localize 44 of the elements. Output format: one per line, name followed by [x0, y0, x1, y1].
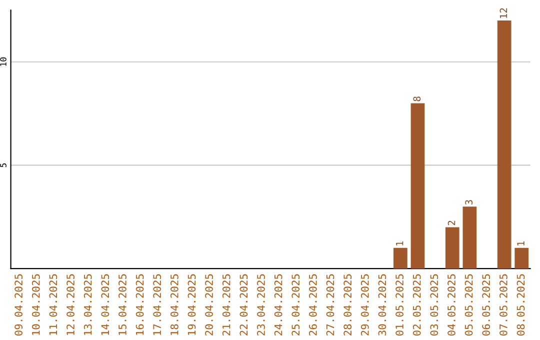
x-tick-label: 20.04.2025	[205, 274, 213, 336]
bar	[393, 248, 408, 269]
y-tick-label: 5	[0, 163, 6, 168]
data-label: 8	[413, 96, 421, 102]
x-tick-label: 22.04.2025	[240, 274, 248, 336]
x-tick-label: 30.04.2025	[378, 274, 386, 336]
x-tick-label: 29.04.2025	[360, 274, 369, 336]
x-tick-label: 04.05.2025	[448, 274, 456, 336]
data-label: 1	[517, 241, 524, 246]
x-tick-label: 19.04.2025	[188, 274, 196, 335]
bar	[445, 227, 460, 269]
x-tick-label: 10.04.2025	[32, 274, 40, 335]
bar	[410, 103, 425, 269]
data-label: 2	[448, 220, 456, 226]
x-tick-label: 14.04.2025	[101, 274, 110, 335]
x-tick-label: 01.05.2025	[396, 274, 404, 336]
y-tick-label: 10	[0, 57, 6, 66]
bar	[514, 248, 529, 269]
x-tick-label: 17.04.2025	[153, 274, 162, 335]
x-tick-label: 08.05.2025	[516, 274, 525, 336]
x-tick-label: 12.04.2025	[66, 274, 74, 335]
x-tick-label: 25.04.2025	[292, 274, 300, 336]
data-label: 1	[396, 241, 404, 246]
x-tick-label: 26.04.2025	[309, 274, 317, 336]
x-tick-label: 11.04.2025	[49, 274, 58, 335]
x-tick-label: 16.04.2025	[136, 274, 144, 335]
x-tick-label: 23.04.2025	[257, 274, 265, 336]
x-tick-label: 06.05.2025	[482, 274, 490, 336]
x-tick-label: 18.04.2025	[170, 274, 178, 335]
x-tick-label: 28.04.2025	[344, 274, 352, 336]
x-tick-label: 13.04.2025	[84, 274, 92, 335]
x-tick-label: 02.05.2025	[412, 274, 421, 336]
x-tick-label: 15.04.2025	[118, 274, 126, 335]
bar	[497, 20, 512, 269]
x-tick-label: 07.05.2025	[499, 274, 508, 336]
x-tick-label: 05.05.2025	[464, 274, 473, 336]
bar	[462, 206, 477, 269]
x-tick-label: 09.04.2025	[14, 274, 23, 336]
data-label: 12	[500, 8, 508, 18]
x-tick-label: 24.04.2025	[274, 274, 282, 336]
data-label: 3	[465, 200, 473, 205]
x-tick-label: 21.04.2025	[222, 274, 230, 336]
x-tick-label: 27.04.2025	[326, 274, 334, 336]
x-tick-label: 03.05.2025	[430, 274, 438, 336]
